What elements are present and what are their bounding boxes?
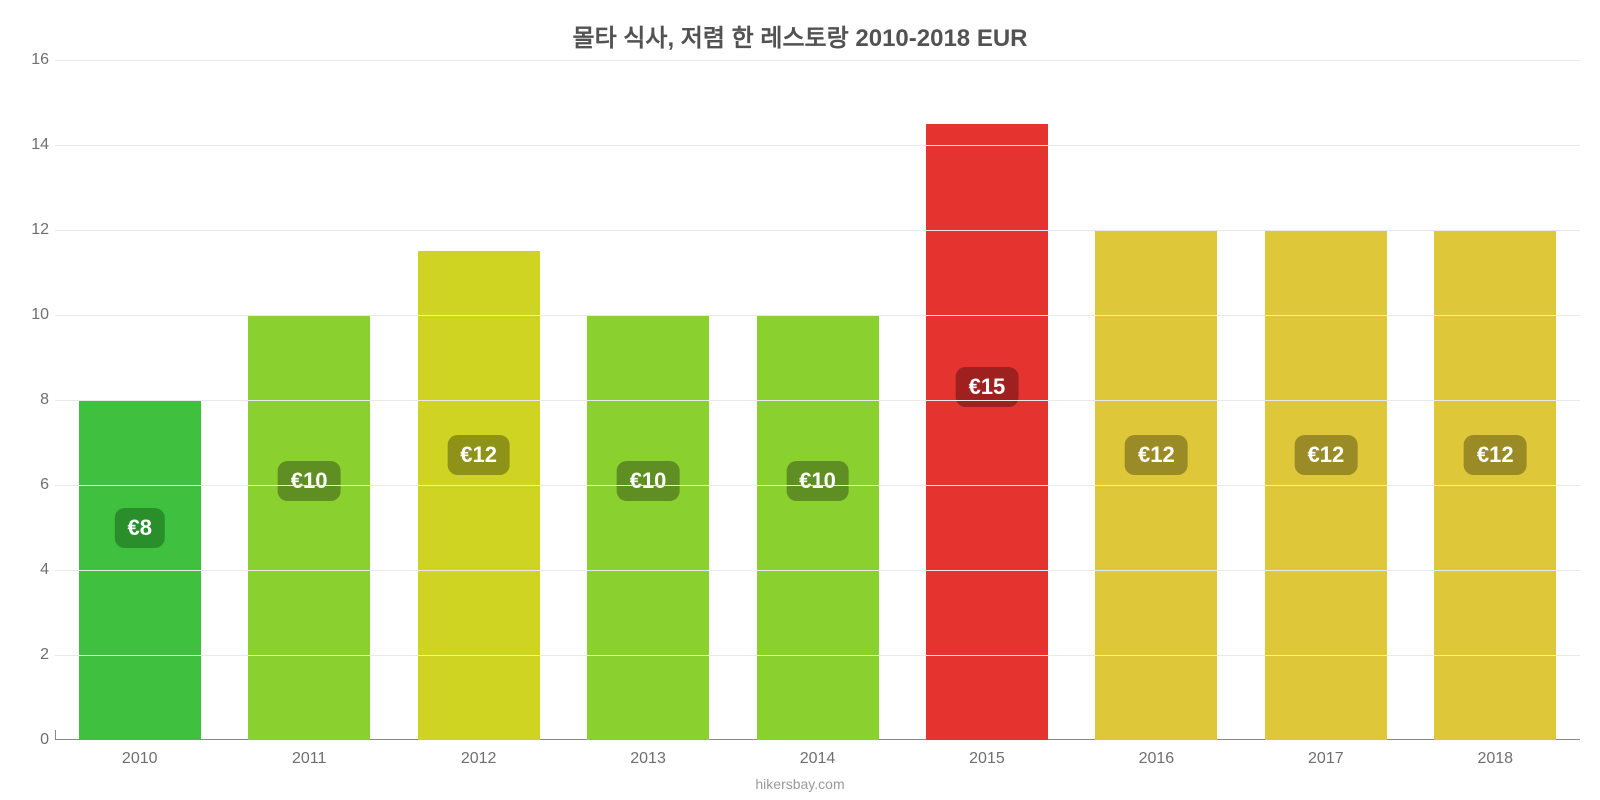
x-tick-label: 2012 — [461, 750, 497, 768]
y-tick-label: 12 — [23, 221, 49, 239]
bar: €15 — [926, 124, 1048, 740]
x-tick-label: 2018 — [1477, 750, 1513, 768]
bar-value-label: €12 — [1125, 435, 1188, 475]
y-tick-label: 10 — [23, 306, 49, 324]
y-tick-label: 6 — [23, 476, 49, 494]
y-tick-label: 2 — [23, 646, 49, 664]
x-tick-label: 2011 — [292, 750, 326, 768]
grid-line — [55, 570, 1580, 571]
bar-value-label: €10 — [617, 461, 680, 501]
y-tick-label: 4 — [23, 561, 49, 579]
grid-line — [55, 655, 1580, 656]
bar: €10 — [757, 315, 879, 740]
grid-line — [55, 400, 1580, 401]
grid-line — [55, 315, 1580, 316]
bar-value-label: €8 — [114, 508, 164, 548]
source-attribution: hikersbay.com — [0, 776, 1600, 792]
x-tick-label: 2010 — [122, 750, 158, 768]
chart-title: 몰타 식사, 저렴 한 레스토랑 2010-2018 EUR — [0, 18, 1600, 53]
bar-value-label: €12 — [1294, 435, 1357, 475]
x-tick-label: 2013 — [630, 750, 666, 768]
x-tick-label: 2016 — [1139, 750, 1175, 768]
grid-line — [55, 145, 1580, 146]
x-tick-label: 2015 — [969, 750, 1005, 768]
x-tick-label: 2014 — [800, 750, 836, 768]
bar: €12 — [418, 251, 540, 740]
y-tick-label: 0 — [23, 731, 49, 749]
y-tick-label: 16 — [23, 51, 49, 69]
grid-line — [55, 485, 1580, 486]
bar-value-label: €10 — [278, 461, 341, 501]
bar-value-label: €15 — [956, 367, 1019, 407]
bar: €10 — [248, 315, 370, 740]
plot-area: €8€10€12€10€10€15€12€12€12 0246810121416… — [55, 60, 1580, 740]
bar-value-label: €12 — [1464, 435, 1527, 475]
bar-value-label: €12 — [447, 435, 510, 475]
grid-line — [55, 60, 1580, 61]
bar-value-label: €10 — [786, 461, 849, 501]
x-tick-label: 2017 — [1308, 750, 1344, 768]
y-tick-label: 14 — [23, 136, 49, 154]
grid-line — [55, 230, 1580, 231]
chart-container: 몰타 식사, 저렴 한 레스토랑 2010-2018 EUR €8 €10 €12 €… — [0, 0, 1600, 800]
y-tick-label: 8 — [23, 391, 49, 409]
bar: €10 — [587, 315, 709, 740]
